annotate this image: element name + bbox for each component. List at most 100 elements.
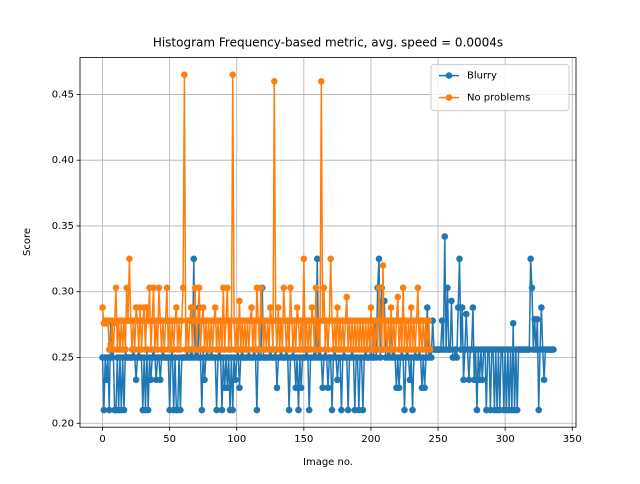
data-point [253,406,261,414]
data-point [550,346,557,353]
data-point [328,406,336,414]
data-point [364,317,372,324]
x-axis-label: Image no. [303,457,353,468]
data-point [409,406,416,414]
legend-box [430,64,570,112]
data-point [178,317,186,324]
legend-marker [445,94,453,101]
data-point [309,317,317,324]
data-point [177,406,184,414]
data-point [441,233,449,240]
data-point [535,406,542,414]
data-point [126,255,133,263]
data-point [275,304,282,311]
data-point [338,406,345,414]
data-point [305,406,313,414]
data-point [120,406,128,414]
data-point [377,354,384,361]
data-point [99,304,106,311]
x-tick-label: 100 [227,434,246,445]
plot-area [99,71,557,414]
data-point [108,354,116,361]
data-point [421,384,428,392]
data-point [257,284,265,292]
data-point [272,317,279,324]
data-point [425,317,432,324]
data-point [438,317,446,324]
y-tick-label: 0.25 [52,352,74,363]
data-point [139,317,147,324]
data-point [540,376,548,384]
x-tick-label: 250 [428,434,447,445]
data-point [387,304,395,311]
data-point [331,317,339,324]
data-point [527,255,534,263]
data-point [132,376,140,384]
data-point [406,376,414,384]
data-point [424,304,431,311]
data-point [112,284,120,292]
data-point [122,346,129,353]
data-point [147,376,155,384]
data-point [428,354,435,361]
data-point [300,255,308,263]
data-point [198,406,206,414]
data-point [448,297,455,305]
data-point [217,317,224,324]
data-point [134,317,141,324]
data-point [273,384,281,392]
data-point [297,384,305,392]
y-tick-label: 0.20 [52,418,74,429]
data-point [399,284,407,292]
data-point [377,317,384,324]
data-point [460,376,467,384]
data-point [143,304,151,311]
data-point [312,284,320,292]
data-point [173,304,180,311]
data-point [320,284,328,292]
data-point [144,406,152,414]
data-point [385,317,392,324]
data-point [140,354,148,361]
data-point [218,406,226,414]
data-point [397,317,404,324]
data-point [105,406,113,414]
data-point [100,406,108,414]
data-point [107,341,114,348]
data-point [375,255,383,263]
data-point [271,77,278,85]
y-tick-label: 0.45 [52,89,74,100]
x-tick-label: 200 [361,434,380,445]
data-point [414,284,422,292]
data-point [229,71,237,78]
data-point [456,255,463,263]
data-point [319,384,326,392]
data-point [103,376,110,384]
legend-marker [445,72,453,79]
data-point [197,354,204,361]
data-point [465,376,473,384]
legend: Blurry No problems [430,64,570,112]
data-point [295,406,302,414]
data-point [266,304,274,311]
x-tick-label: 350 [563,434,582,445]
data-point [507,346,514,353]
data-point [187,304,195,311]
data-point [199,304,207,311]
data-point [163,284,171,292]
data-point [334,304,341,311]
data-point [195,284,203,292]
data-point [236,297,243,305]
data-point [317,77,325,85]
data-point [201,376,208,384]
chart-title: Histogram Frequency-based metric, avg. s… [153,36,503,50]
data-point [229,406,237,414]
grid: 0 50 100 150 200 250 300 350 0.20 0.25 0.30 0.35 0.4… [52,57,582,445]
x-tick-label: 300 [496,434,515,445]
data-point [375,284,383,292]
data-point [123,284,131,292]
data-point [287,284,294,292]
data-point [293,304,301,311]
